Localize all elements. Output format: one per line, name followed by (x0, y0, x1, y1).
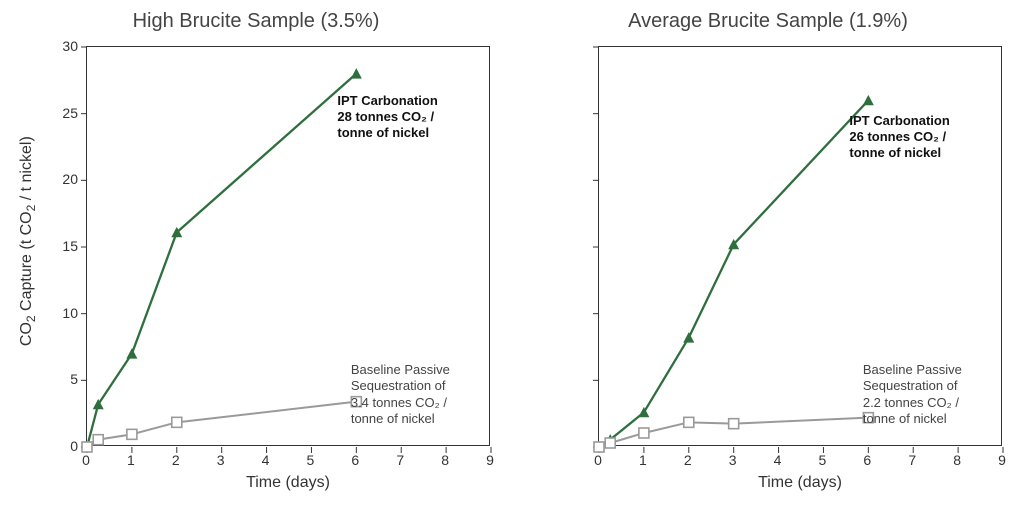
ytick-label: 30 (38, 38, 78, 54)
xtick-label: 8 (441, 452, 449, 468)
chart-annotation: IPT Carbonation 28 tonnes CO₂ / tonne of… (337, 93, 437, 142)
data-marker (82, 442, 92, 452)
data-marker (605, 438, 615, 448)
ytick-label: 0 (38, 438, 78, 454)
chart-annotation: IPT Carbonation 26 tonnes CO₂ / tonne of… (849, 113, 949, 162)
data-marker (684, 417, 694, 427)
xtick-label: 2 (172, 452, 180, 468)
chart-annotation: Baseline Passive Sequestration of 2.2 to… (863, 362, 962, 427)
data-marker (127, 429, 137, 439)
data-marker (172, 417, 182, 427)
y-axis-label: CO2 Capture (t CO2 / t nickel) (18, 146, 38, 346)
xtick-label: 1 (127, 452, 135, 468)
panel-left: High Brucite Sample (3.5%) 0510152025300… (0, 0, 512, 521)
ytick-label: 15 (38, 238, 78, 254)
xtick-label: 5 (819, 452, 827, 468)
chart-annotation: Baseline Passive Sequestration of 3.4 to… (351, 362, 450, 427)
x-axis-label: Time (days) (86, 474, 490, 492)
chart-title-right: Average Brucite Sample (1.9%) (512, 10, 1024, 33)
xtick-label: 6 (351, 452, 359, 468)
xtick-label: 5 (307, 452, 315, 468)
xtick-label: 9 (998, 452, 1006, 468)
ytick-label: 25 (38, 105, 78, 121)
ytick-label: 10 (38, 305, 78, 321)
xtick-label: 2 (684, 452, 692, 468)
xtick-label: 4 (262, 452, 270, 468)
ytick-label: 20 (38, 171, 78, 187)
xtick-label: 3 (729, 452, 737, 468)
xtick-label: 0 (594, 452, 602, 468)
data-marker (93, 435, 103, 445)
xtick-label: 6 (863, 452, 871, 468)
figure-wrap: High Brucite Sample (3.5%) 0510152025300… (0, 0, 1024, 521)
xtick-label: 3 (217, 452, 225, 468)
chart-title-left: High Brucite Sample (3.5%) (0, 10, 512, 33)
panel-right: Average Brucite Sample (1.9%) 0 1 2 3 4 5 6 7 8 9… (512, 0, 1024, 521)
xtick-label: 7 (396, 452, 404, 468)
xtick-label: 9 (486, 452, 494, 468)
xtick-label: 0 (82, 452, 90, 468)
data-marker (639, 428, 649, 438)
data-marker (594, 442, 604, 452)
xtick-label: 8 (953, 452, 961, 468)
xtick-label: 4 (774, 452, 782, 468)
x-axis-label: Time (days) (598, 474, 1002, 492)
ytick-label: 5 (38, 371, 78, 387)
data-marker (729, 419, 739, 429)
xtick-label: 7 (908, 452, 916, 468)
xtick-label: 1 (639, 452, 647, 468)
